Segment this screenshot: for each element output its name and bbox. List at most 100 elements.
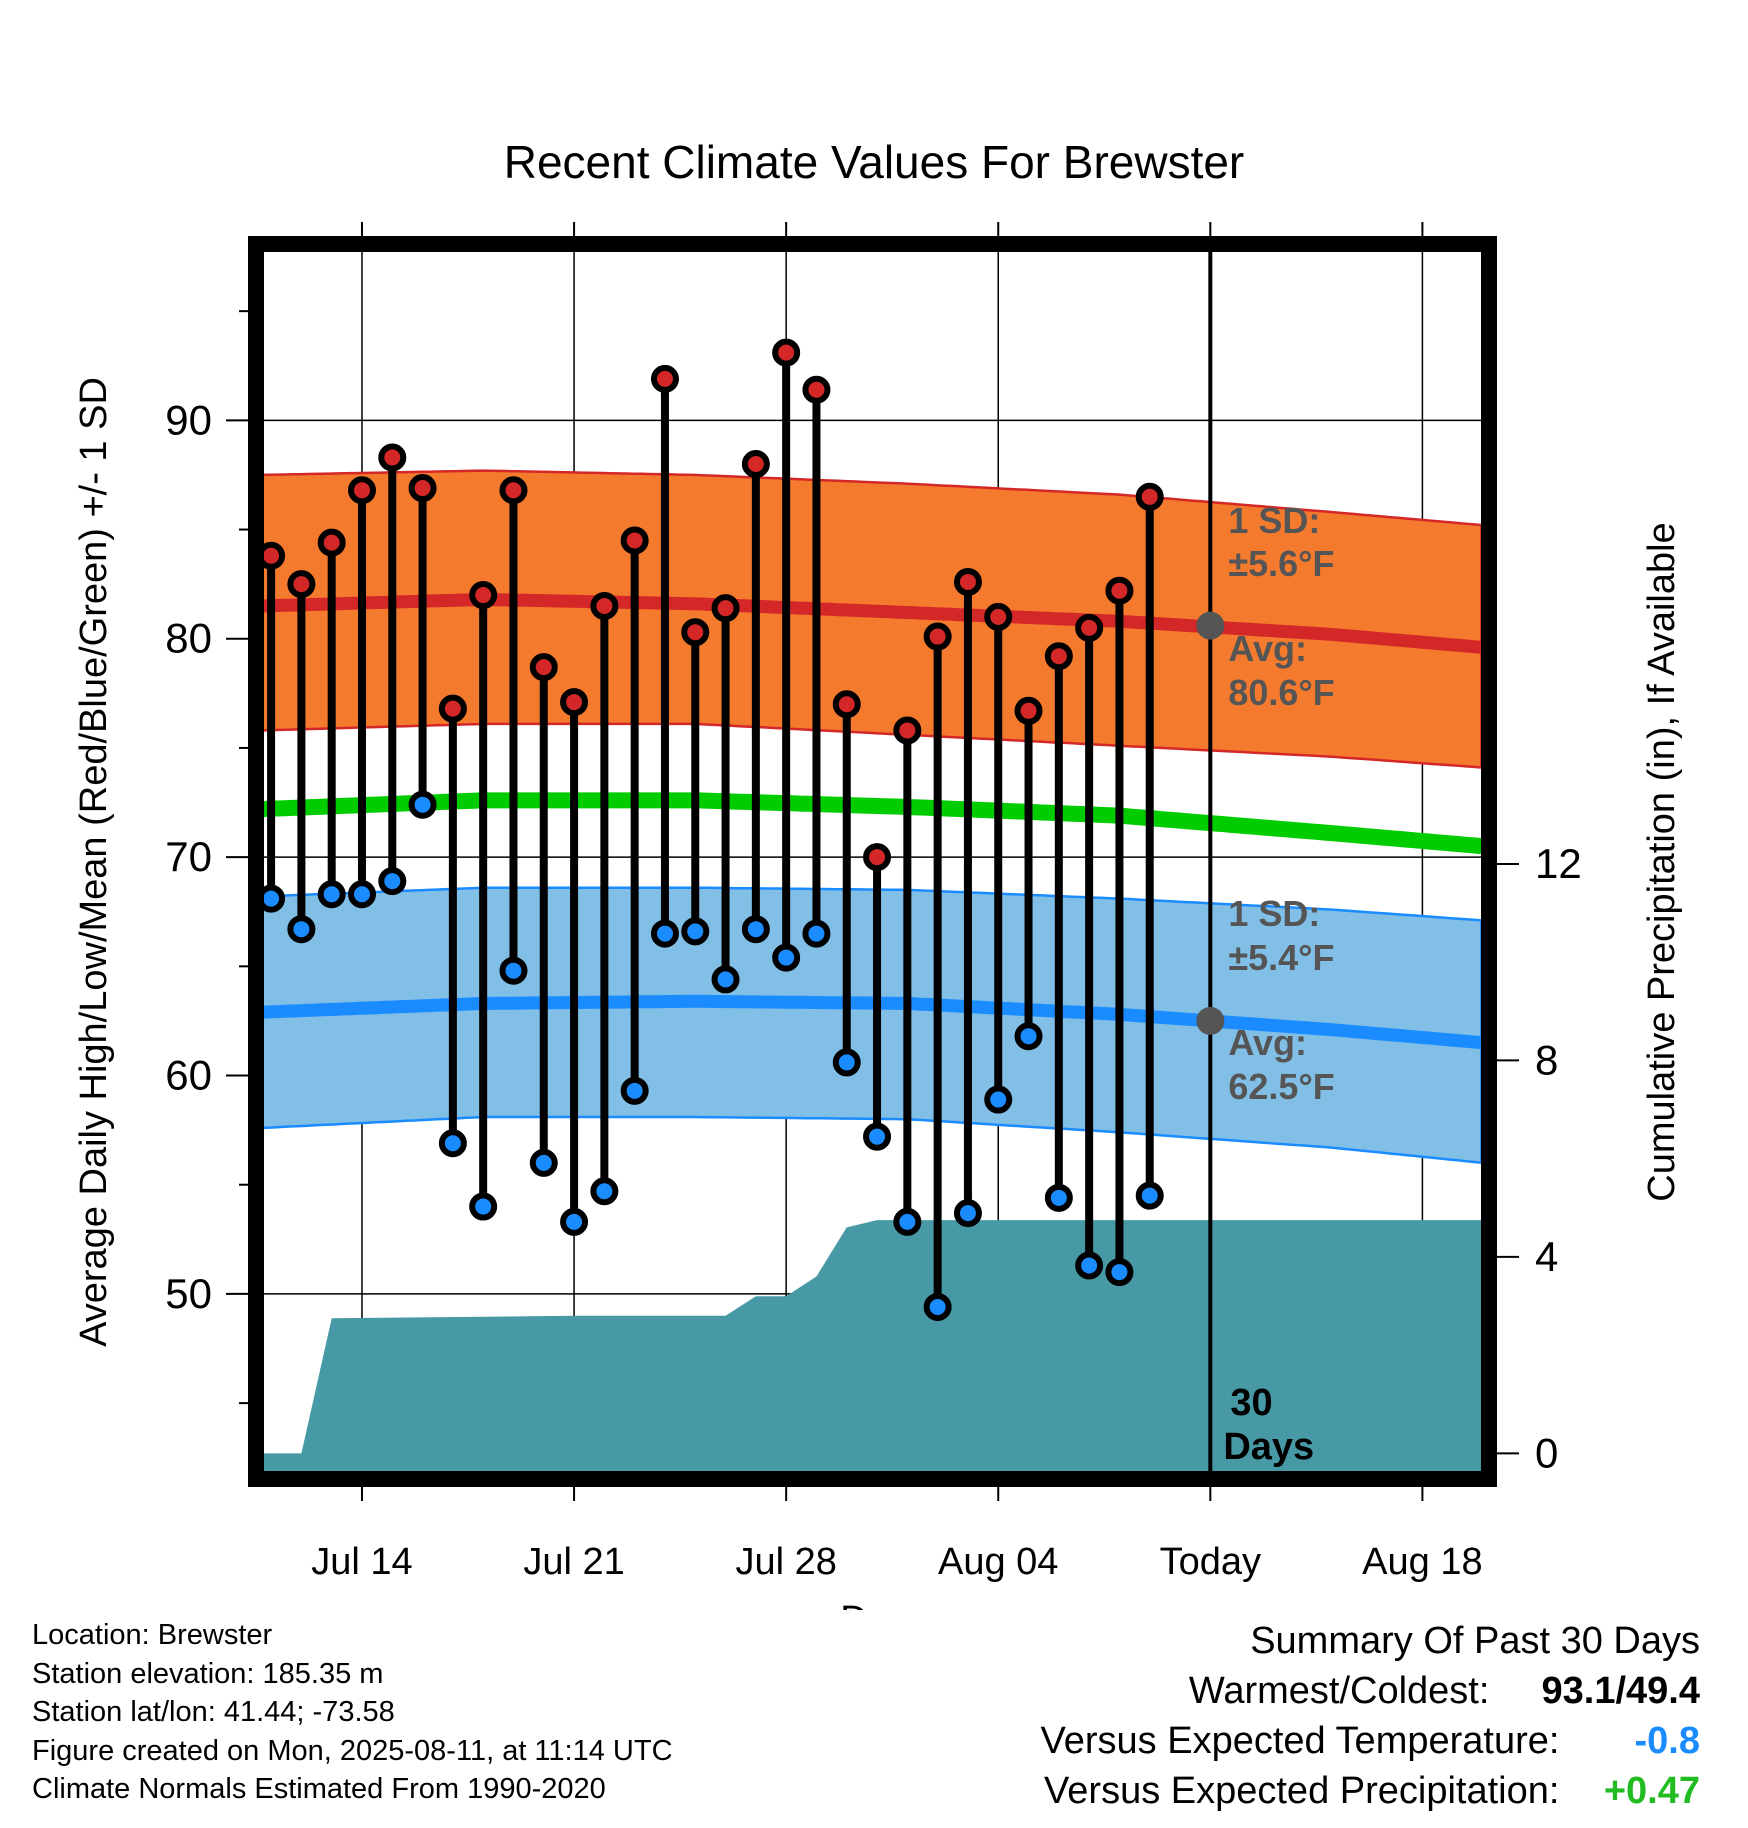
- station-info: Location: Brewster Station elevation: 18…: [32, 1616, 673, 1809]
- low-avg-line: [261, 994, 1483, 1050]
- y-axis-left-label: Average Daily High/Low/Mean (Red/Blue/Gr…: [73, 377, 115, 1347]
- y-left-tick-label: 60: [165, 1052, 212, 1099]
- daily-high-point: [560, 688, 589, 717]
- mean-avg-line: [261, 792, 1483, 855]
- daily-high-point: [499, 476, 528, 505]
- summary-warmest-value: 93.1/49.4: [1541, 1670, 1700, 1712]
- daily-high-point: [741, 450, 770, 479]
- info-created: Figure created on Mon, 2025-08-11, at 11…: [32, 1734, 673, 1767]
- daily-high-point: [620, 526, 649, 555]
- y-right-tick-label: 4: [1535, 1233, 1558, 1280]
- summary-panel: Summary Of Past 30 Days Warmest/Coldest:…: [1041, 1616, 1700, 1816]
- daily-low-point: [287, 915, 316, 944]
- x-tick-label: Jul 14: [311, 1541, 412, 1583]
- daily-high-point: [711, 594, 740, 623]
- daily-high-point: [1044, 642, 1073, 671]
- daily-low-point: [650, 919, 679, 948]
- x-tick-label: Today: [1160, 1541, 1261, 1583]
- summary-temp-row: Versus Expected Temperature: -0.8: [1041, 1716, 1700, 1766]
- daily-high-point: [923, 622, 952, 651]
- daily-high-point: [1105, 576, 1134, 605]
- daily-low-point: [953, 1199, 982, 1228]
- daily-low-point: [620, 1076, 649, 1105]
- summary-precip-value: +0.47: [1603, 1770, 1700, 1812]
- daily-high-point: [772, 338, 801, 367]
- daily-high-point: [863, 843, 892, 872]
- daily-high-point: [378, 443, 407, 472]
- daily-high-point: [1135, 482, 1164, 511]
- y-left-tick-label: 90: [165, 396, 212, 443]
- daily-low-point: [1075, 1251, 1104, 1280]
- daily-low-point: [590, 1177, 619, 1206]
- x-tick-label: Aug 04: [938, 1541, 1058, 1583]
- x-axis-label: Day: [840, 1599, 908, 1610]
- daily-high-point: [832, 690, 861, 719]
- daily-high-point: [953, 567, 982, 596]
- y-left-tick-label: 80: [165, 615, 212, 662]
- high-avg-line: [261, 592, 1483, 654]
- daily-low-point: [1135, 1181, 1164, 1210]
- days-count-label: 30: [1230, 1382, 1272, 1424]
- y-right-tick-label: 8: [1535, 1036, 1558, 1083]
- daily-low-point: [1105, 1258, 1134, 1287]
- daily-low-point: [469, 1192, 498, 1221]
- daily-low-point: [1014, 1022, 1043, 1051]
- info-latlon: Station lat/lon: 41.44; -73.58: [32, 1696, 395, 1728]
- summary-temp-label: Versus Expected Temperature:: [1040, 1720, 1560, 1762]
- daily-high-point: [317, 528, 346, 557]
- daily-low-point: [863, 1122, 892, 1151]
- x-tick-label: Jul 21: [523, 1541, 624, 1583]
- daily-low-point: [681, 917, 710, 946]
- y-right-tick-label: 12: [1535, 840, 1582, 887]
- daily-low-point: [741, 915, 770, 944]
- y-right-tick-label: 0: [1535, 1429, 1558, 1476]
- daily-high-point: [408, 474, 437, 503]
- high-sd-label: 1 SD:: [1228, 500, 1320, 541]
- daily-high-point: [681, 618, 710, 647]
- summary-title: Summary Of Past 30 Days: [1250, 1620, 1700, 1662]
- y-left-tick-label: 50: [165, 1270, 212, 1317]
- daily-high-point: [1075, 613, 1104, 642]
- x-tick-label: Aug 18: [1362, 1541, 1482, 1583]
- daily-high-point: [1014, 696, 1043, 725]
- high-avg-value: 80.6°F: [1228, 672, 1334, 713]
- daily-low-point: [529, 1148, 558, 1177]
- daily-high-point: [650, 364, 679, 393]
- daily-low-point: [499, 956, 528, 985]
- daily-low-point: [832, 1048, 861, 1077]
- summary-warmest-row: Warmest/Coldest: 93.1/49.4: [1041, 1666, 1700, 1716]
- y-axis-right-label: Cumulative Precipitation (in), If Availa…: [1641, 522, 1683, 1201]
- summary-temp-value: -0.8: [1634, 1720, 1700, 1762]
- daily-high-point: [438, 694, 467, 723]
- today-high-avg-marker: [1196, 611, 1225, 640]
- info-elevation: Station elevation: 185.35 m: [32, 1657, 384, 1690]
- daily-low-point: [317, 880, 346, 909]
- high-sd-value: ±5.6°F: [1228, 543, 1334, 584]
- daily-low-point: [378, 867, 407, 896]
- low-avg-value: 62.5°F: [1228, 1066, 1334, 1107]
- daily-low-point: [923, 1293, 952, 1322]
- summary-precip-row: Versus Expected Precipitation: +0.47: [1041, 1766, 1700, 1816]
- x-tick-label: Jul 28: [735, 1541, 836, 1583]
- daily-low-point: [893, 1207, 922, 1236]
- summary-precip-label: Versus Expected Precipitation:: [1044, 1770, 1560, 1812]
- daily-low-point: [711, 965, 740, 994]
- low-avg-label: Avg:: [1228, 1022, 1307, 1063]
- daily-high-point: [802, 375, 831, 404]
- daily-low-point: [772, 943, 801, 972]
- daily-low-point: [984, 1085, 1013, 1114]
- y-left-tick-label: 70: [165, 833, 212, 880]
- daily-high-point: [287, 570, 316, 599]
- info-normals: Climate Normals Estimated From 1990-2020: [32, 1773, 606, 1805]
- high-avg-label: Avg:: [1228, 628, 1307, 669]
- low-sd-value: ±5.4°F: [1228, 937, 1334, 978]
- daily-high-point: [893, 716, 922, 745]
- low-sd-label: 1 SD:: [1228, 893, 1320, 934]
- daily-high-point: [984, 602, 1013, 631]
- daily-high-point: [529, 653, 558, 682]
- daily-low-point: [438, 1129, 467, 1158]
- summary-warmest-label: Warmest/Coldest:: [1188, 1670, 1490, 1712]
- precip-area: [262, 1220, 1483, 1473]
- daily-low-point: [802, 919, 831, 948]
